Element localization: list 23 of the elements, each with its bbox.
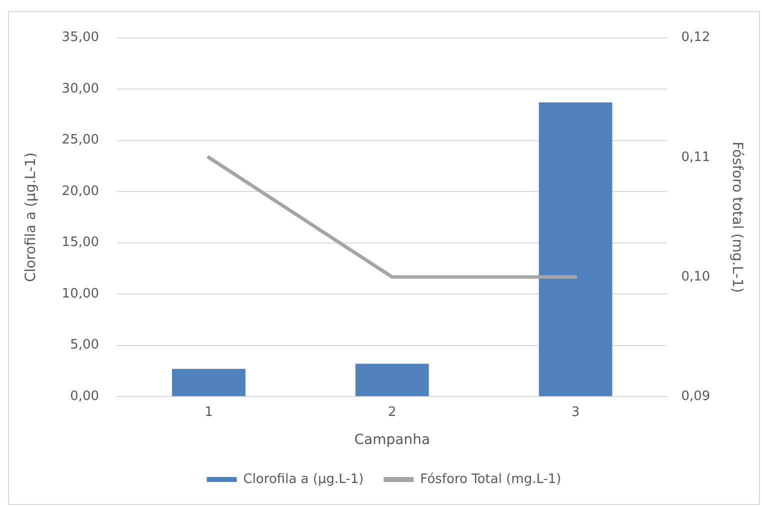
bar bbox=[538, 102, 612, 396]
y2-tick-label: 0,09 bbox=[681, 388, 710, 404]
y-tick-label: 15,00 bbox=[62, 235, 100, 250]
bar bbox=[172, 368, 246, 396]
legend-label: Fósforo Total (mg.L-1) bbox=[420, 472, 562, 487]
x-tick-label: 1 bbox=[204, 404, 213, 420]
y-tick-label: 25,00 bbox=[62, 132, 100, 148]
bar bbox=[355, 364, 429, 396]
y2-tick-label: 0,12 bbox=[681, 30, 710, 46]
y2-tick-label: 0,10 bbox=[681, 269, 710, 284]
y-axis-title: Clorofila a (µg.L-1) bbox=[23, 152, 40, 282]
y-tick-label: 5,00 bbox=[70, 338, 100, 353]
x-tick-label: 3 bbox=[571, 404, 580, 420]
y-tick-label: 10,00 bbox=[62, 286, 100, 302]
y-tick-label: 30,00 bbox=[62, 81, 100, 96]
y-tick-label: 35,00 bbox=[62, 30, 100, 46]
y2-tick-label: 0,11 bbox=[681, 150, 710, 165]
x-tick-label: 2 bbox=[388, 404, 396, 420]
x-axis-title: Campanha bbox=[354, 432, 430, 448]
y2-axis-title: Fósforo total (mg.L-1) bbox=[728, 142, 745, 293]
legend-label: Clorofila a (µg.L-1) bbox=[243, 472, 364, 487]
y-tick-label: 20,00 bbox=[62, 184, 100, 199]
y-tick-label: 0,00 bbox=[70, 388, 100, 404]
